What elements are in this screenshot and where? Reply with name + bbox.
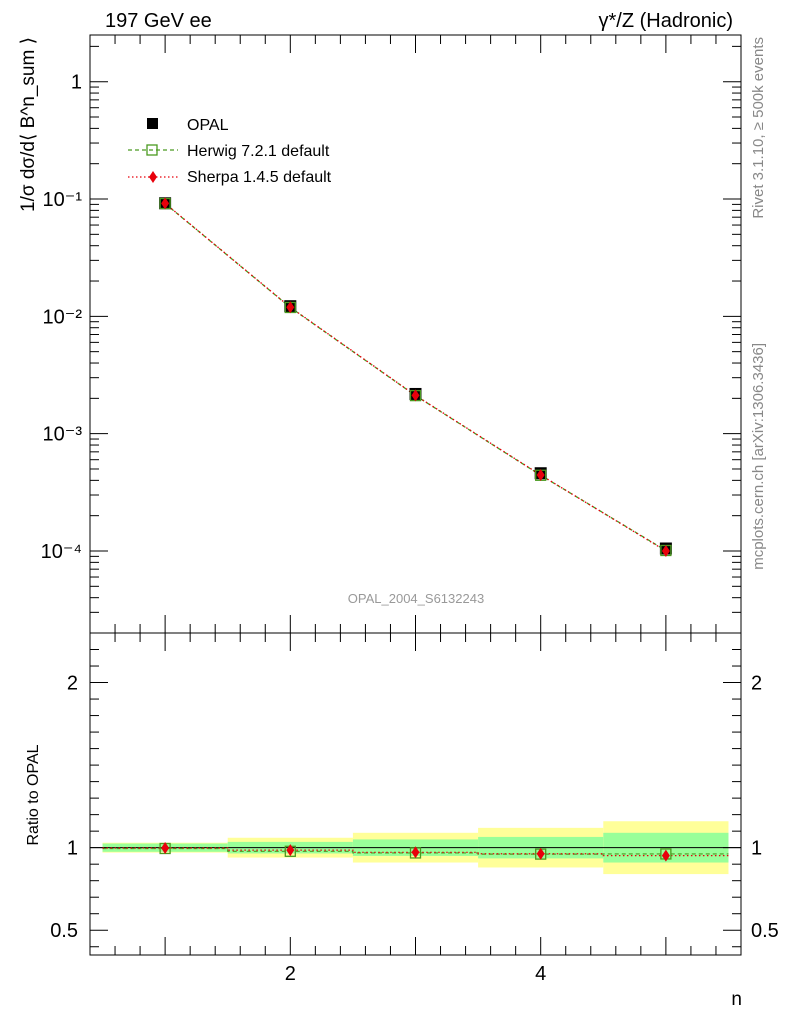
- main-y-tick-label: 10⁻²: [43, 306, 83, 328]
- sherpa-point: [161, 197, 170, 210]
- x-tick-label: 4: [535, 963, 546, 985]
- x-tick-label: 2: [285, 963, 296, 985]
- sherpa-line: [164, 202, 667, 552]
- ratio-axis-ticks: 0.5 0.5 1 1 2 2 2 4: [50, 633, 779, 985]
- analysis-label: OPAL_2004_S6132243: [348, 591, 484, 606]
- legend-marker-herwig: [146, 144, 158, 156]
- sherpa-point: [661, 544, 670, 557]
- x-axis-label: n: [731, 989, 742, 1010]
- chart-title-right: γ*/Z (Hadronic): [599, 10, 733, 32]
- ratio-y-tick-label-left: 1: [67, 838, 78, 860]
- main-series-lines: [164, 202, 667, 552]
- ratio-sherpa-point: [536, 847, 545, 860]
- legend-marker-sherpa: [149, 171, 157, 183]
- main-y-tick-label: 1: [71, 72, 82, 94]
- main-y-tick-label: 10⁻¹: [43, 189, 83, 211]
- ratio-y-tick-label-right: 1: [751, 838, 762, 860]
- ratio-y-tick-label-right: 0.5: [751, 920, 779, 942]
- legend-label-herwig: Herwig 7.2.1 default: [187, 143, 330, 160]
- main-y-tick-label: 10⁻⁴: [41, 541, 82, 563]
- herwig-line: [164, 203, 667, 552]
- ratio-y-tick-label-left: 0.5: [50, 920, 78, 942]
- main-axis-ticks: 1 10⁻¹ 10⁻² 10⁻³ 10⁻⁴: [41, 35, 741, 634]
- rivet-info: Rivet 3.1.10, ≥ 500k events: [750, 37, 767, 219]
- main-y-tick-label: 10⁻³: [43, 424, 83, 446]
- ratio-sherpa-point: [661, 849, 670, 862]
- sherpa-point: [536, 469, 545, 482]
- legend-marker-opal: [147, 118, 158, 129]
- ratio-sherpa-point: [161, 841, 170, 854]
- ratio-ylabel: Ratio to OPAL: [25, 744, 42, 845]
- ratio-y-tick-label-right: 2: [751, 673, 762, 695]
- legend-label-sherpa: Sherpa 1.4.5 default: [187, 169, 332, 186]
- legend-label-opal: OPAL: [187, 117, 229, 134]
- main-ylabel: 1/σ dσ/d⟨ B^n_sum ⟩: [18, 37, 39, 212]
- legend: OPAL Herwig 7.2.1 default Sherpa 1.4.5 d…: [128, 117, 332, 186]
- sherpa-point: [411, 389, 420, 402]
- ratio-series: [90, 841, 741, 862]
- ratio-sherpa-point: [286, 844, 295, 857]
- ratio-y-tick-label-left: 2: [67, 673, 78, 695]
- sherpa-point: [286, 301, 295, 314]
- ratio-plot-frame: [89, 632, 742, 956]
- chart-title-left: 197 GeV ee: [105, 10, 212, 32]
- ratio-sherpa-point: [411, 846, 420, 859]
- main-series-markers: [159, 197, 672, 557]
- mcplots-info: mcplots.cern.ch [arXiv:1306.3436]: [750, 343, 767, 570]
